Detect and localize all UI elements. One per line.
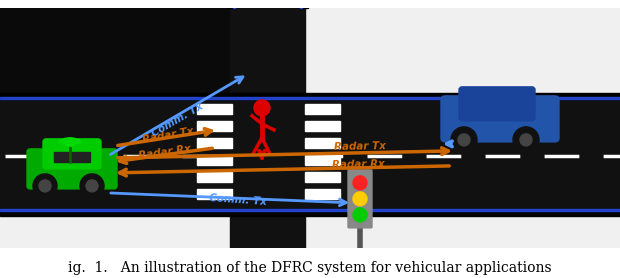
FancyBboxPatch shape	[43, 139, 101, 169]
Bar	[197, 138, 232, 148]
Bar	[300, 0, 302, 8]
Bar	[197, 121, 232, 131]
Bar	[197, 189, 232, 199]
Bar	[0, 213, 620, 216]
Bar	[0, 8, 230, 96]
Bar	[305, 8, 620, 96]
Text: Radar Tx: Radar Tx	[141, 126, 195, 145]
Bar	[197, 104, 232, 114]
Bar	[0, 97, 620, 99]
Bar	[305, 121, 340, 131]
FancyBboxPatch shape	[459, 87, 535, 121]
Circle shape	[513, 127, 539, 153]
Bar	[54, 152, 90, 162]
Circle shape	[353, 176, 367, 190]
Circle shape	[353, 192, 367, 206]
Bar	[0, 210, 620, 213]
Bar	[230, 213, 305, 248]
Circle shape	[353, 208, 367, 222]
Circle shape	[451, 127, 477, 153]
Bar	[233, 0, 235, 8]
Bar	[305, 213, 620, 248]
FancyBboxPatch shape	[27, 149, 117, 189]
Bar	[230, 0, 233, 8]
Bar	[0, 93, 620, 96]
FancyBboxPatch shape	[441, 96, 559, 142]
Circle shape	[520, 134, 532, 146]
Circle shape	[39, 180, 51, 192]
Bar	[305, 155, 340, 165]
Bar	[197, 172, 232, 182]
Bar	[302, 0, 305, 8]
Text: Comm. Tx: Comm. Tx	[209, 193, 267, 207]
Text: Comm. Tx: Comm. Tx	[151, 101, 205, 139]
FancyBboxPatch shape	[348, 170, 372, 228]
Circle shape	[86, 180, 98, 192]
Bar	[230, 8, 305, 96]
Circle shape	[80, 174, 104, 198]
Circle shape	[254, 100, 270, 116]
Text: Radar Rx: Radar Rx	[332, 159, 384, 170]
Bar	[227, 0, 230, 8]
Circle shape	[458, 134, 470, 146]
Bar	[305, 138, 340, 148]
Bar	[0, 209, 620, 211]
Text: Radar Tx: Radar Tx	[334, 142, 386, 152]
Bar	[0, 96, 620, 213]
Circle shape	[33, 174, 57, 198]
Text: Radar Rx: Radar Rx	[138, 143, 192, 160]
Bar	[0, 96, 620, 99]
Bar	[305, 0, 308, 8]
Text: ig.  1.   An illustration of the DFRC system for vehicular applications: ig. 1. An illustration of the DFRC syste…	[68, 261, 552, 275]
Bar	[0, 213, 230, 248]
Bar	[305, 172, 340, 182]
Bar	[305, 189, 340, 199]
Bar	[197, 155, 232, 165]
Bar	[305, 104, 340, 114]
